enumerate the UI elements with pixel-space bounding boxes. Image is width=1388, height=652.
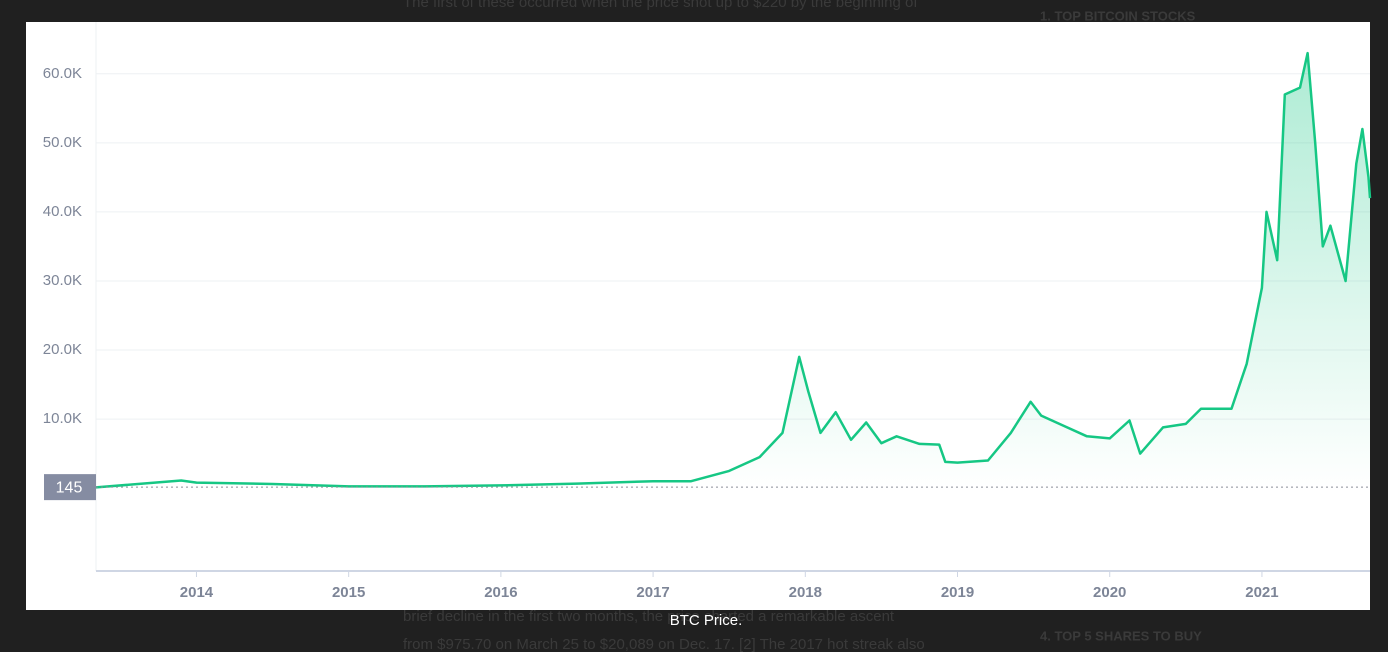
x-tick-label: 2015	[332, 584, 365, 601]
x-tick-label: 2016	[484, 584, 517, 601]
x-tick-label: 2014	[180, 584, 214, 601]
y-tick-label: 30.0K	[43, 272, 82, 289]
y-tick-label: 10.0K	[43, 410, 82, 427]
x-tick-label: 2021	[1245, 584, 1278, 601]
x-tick-label: 2017	[636, 584, 669, 601]
y-tick-label: 50.0K	[43, 134, 82, 151]
price-area	[96, 53, 1370, 489]
y-tick-label: 40.0K	[43, 203, 82, 220]
caption: BTC Price.	[670, 612, 743, 629]
price-tag	[44, 474, 96, 501]
y-tick-label: 20.0K	[43, 341, 82, 358]
x-tick-label: 2020	[1093, 584, 1126, 601]
x-tick-label: 2018	[789, 584, 822, 601]
sidebar-link: 4. TOP 5 SHARES TO BUY	[1040, 628, 1202, 643]
background-text: from $975.70 on March 25 to $20,089 on D…	[403, 636, 925, 652]
x-tick-label: 2019	[941, 584, 974, 601]
chart-image	[26, 22, 1370, 610]
background-text: brief decline in the first two months, t…	[403, 608, 895, 625]
sidebar-link: 1. TOP BITCOIN STOCKS	[1040, 8, 1196, 23]
chart: 10.0K 20.0K 30.0K 40.0K 50.0K 60.0K 2014 2015 20…	[43, 22, 1372, 601]
background-text: The first of these occurred when the pri…	[403, 0, 918, 11]
y-tick-label: 60.0K	[43, 65, 82, 82]
price-line	[95, 51, 1372, 489]
price-tag-label: 145	[56, 479, 83, 496]
